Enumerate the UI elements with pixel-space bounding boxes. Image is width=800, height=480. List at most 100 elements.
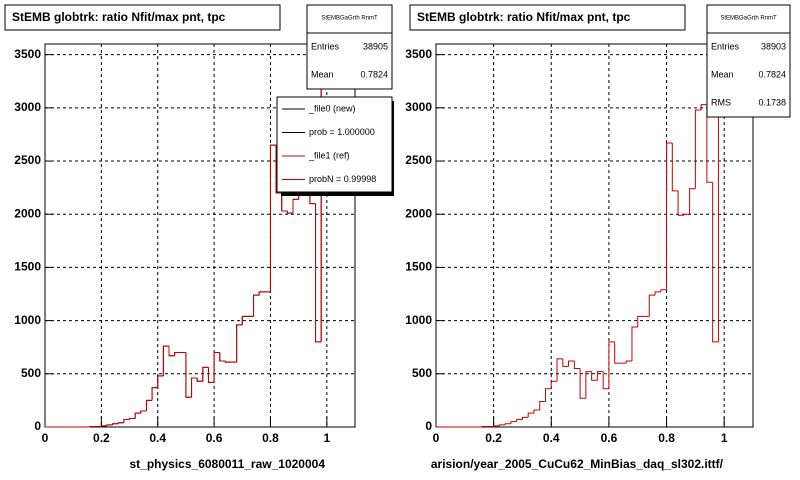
x-tick-label: 0.4 — [543, 431, 560, 445]
frame — [435, 43, 754, 428]
histogram-bin — [533, 409, 540, 414]
histogram-bin — [123, 419, 130, 423]
histogram-bin — [269, 144, 277, 292]
stats-value: 38903 — [761, 41, 786, 51]
stats-title: StEMBGaGrth RnmT — [321, 16, 378, 22]
stats-value: 0.1738 — [758, 97, 786, 107]
y-tick-label: 1500 — [14, 260, 41, 274]
histogram-bin — [631, 326, 638, 362]
chart-title: StEMB globtrk: ratio Nfit/max pnt, tpc — [417, 10, 631, 24]
histogram-bin — [527, 412, 534, 418]
pad: 0 500 1000 1500 2000 2500 3000 3500 0 0.2 0.4 0.6 0.… — [405, 4, 791, 471]
histogram-bin — [196, 378, 203, 382]
histogram-bin — [281, 192, 288, 212]
histogram-bin — [648, 294, 656, 317]
histogram-bin — [174, 352, 181, 356]
histogram-bin — [689, 188, 696, 215]
pad: 0 500 1000 1500 2000 2500 3000 3500 0 0.2 0.4 0.6 0.… — [4, 4, 394, 471]
histogram-bin — [140, 410, 147, 414]
histogram-bin — [539, 400, 546, 410]
histogram-bin — [556, 358, 563, 382]
histogram-bin — [666, 142, 673, 290]
x-axis-label: st_physics_6080011_raw_1020004 — [129, 457, 325, 471]
histogram-bin — [253, 294, 260, 317]
histogram-bin — [637, 315, 644, 327]
histogram-bin — [545, 388, 552, 402]
histogram-bin — [112, 423, 119, 425]
x-axis-label: arision/year_2005_CuCu62_MinBias_daq_sl3… — [431, 457, 724, 471]
stats-label: Entries — [711, 41, 740, 51]
histogram-bin — [100, 425, 107, 427]
stats-box — [306, 4, 393, 90]
title-box — [409, 4, 686, 31]
legend-label: probN = 0.99998 — [309, 174, 376, 184]
histogram-bin — [568, 360, 575, 367]
x-tick-label: 0.8 — [262, 431, 279, 445]
x-tick-label: 0.6 — [206, 431, 223, 445]
histogram-bin — [498, 424, 506, 426]
y-tick-label: 3500 — [405, 47, 432, 61]
x-tick-label: 0.8 — [658, 431, 675, 445]
histogram-bin — [292, 198, 299, 214]
legend-label: _file0 (new) — [308, 103, 356, 113]
histogram-bin — [219, 352, 226, 362]
histogram-bin — [481, 425, 488, 427]
stats-label: RMS — [711, 97, 731, 107]
stats-value: 38905 — [363, 41, 388, 51]
legend-label: _file1 (ref) — [308, 150, 350, 160]
stats-value: 0.7824 — [360, 69, 388, 79]
histogram-bin — [510, 421, 517, 424]
x-tick-label: 0.2 — [485, 431, 502, 445]
x-tick-label: 1 — [323, 431, 330, 445]
histogram-bin — [579, 368, 586, 399]
histogram-bin — [106, 424, 113, 426]
histogram-bin — [516, 419, 523, 422]
histogram-bin — [712, 182, 719, 343]
y-tick-label: 1500 — [405, 260, 432, 274]
histogram-bin — [286, 211, 293, 214]
legend — [276, 96, 393, 193]
y-tick-label: 3000 — [14, 100, 41, 114]
histogram-bin — [213, 352, 220, 383]
y-tick-label: 3500 — [14, 47, 41, 61]
histogram-bin — [585, 371, 592, 399]
histogram-bin — [241, 315, 248, 325]
histogram-bin — [677, 190, 684, 216]
x-tick-label: 0 — [42, 431, 49, 445]
histogram-bin — [660, 289, 667, 292]
x-tick-label: 0.4 — [149, 431, 166, 445]
histogram-bin — [683, 213, 690, 216]
histogram-bin — [207, 367, 215, 383]
histogram-bin — [168, 346, 175, 357]
legend-label: prob = 1.000000 — [309, 127, 375, 137]
stats-label: Mean — [311, 69, 334, 79]
histogram-bin — [191, 377, 198, 398]
y-tick-label: 2500 — [14, 153, 41, 167]
title-box — [4, 4, 281, 31]
histogram-bin — [504, 423, 511, 425]
histogram-bin — [602, 371, 609, 390]
histogram-bin — [224, 361, 231, 363]
histogram-bin — [608, 341, 615, 389]
histogram-bin — [145, 399, 153, 412]
histogram-bin — [236, 324, 243, 363]
x-tick-label: 0.2 — [93, 431, 110, 445]
histogram-bin — [117, 422, 124, 424]
x-tick-label: 0 — [433, 431, 440, 445]
histogram-bin — [275, 145, 282, 194]
histogram-bin — [493, 425, 500, 427]
histogram-bin — [700, 104, 707, 110]
histogram-bin — [596, 371, 604, 381]
histogram-bin — [591, 371, 598, 381]
histogram-bin — [162, 345, 169, 376]
y-tick-label: 2000 — [405, 206, 432, 220]
x-tick-label: 1 — [721, 431, 728, 445]
y-tick-label: 0 — [34, 419, 41, 433]
y-tick-label: 1000 — [14, 313, 41, 327]
histogram-bin — [706, 104, 713, 183]
histogram-bin — [258, 291, 265, 296]
histogram-bin — [654, 291, 661, 296]
histogram-bin — [550, 380, 558, 389]
histogram-bin — [89, 425, 96, 427]
histogram-bin — [157, 375, 164, 388]
